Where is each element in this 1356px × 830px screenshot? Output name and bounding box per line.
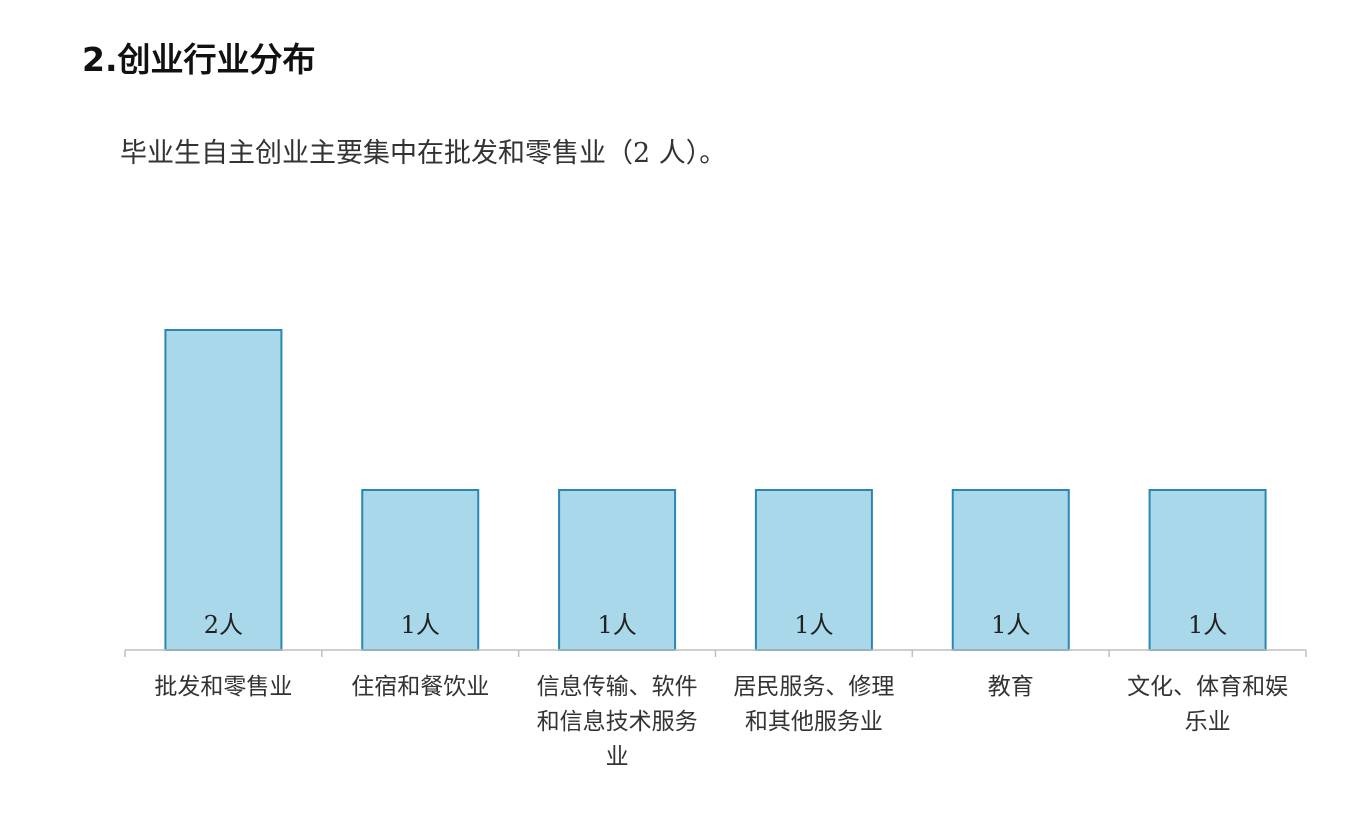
category-label: 居民服务、修理和其他服务业 [733,674,894,735]
bar [1148,489,1267,651]
data-label: 2人 [204,611,243,639]
category-label-line: 居民服务、修理 [733,674,894,700]
x-axis [124,649,1307,657]
data-label: 1人 [794,611,833,639]
category-label-line: 文化、体育和娱 [1127,674,1288,700]
category-label: 信息传输、软件和信息技术服务业 [537,674,698,770]
bars-layer [164,329,1267,651]
section-title: 2.创业行业分布 [82,40,316,79]
category-label: 文化、体育和娱乐业 [1127,674,1288,735]
bar [164,329,283,651]
category-label: 住宿和餐饮业 [351,674,489,700]
category-label-line: 信息传输、软件 [537,674,698,700]
data-label: 1人 [991,611,1030,639]
category-label-line: 乐业 [1185,709,1231,735]
category-label: 批发和零售业 [154,674,292,700]
category-label-line: 批发和零售业 [154,674,292,700]
bar [754,489,873,651]
category-label-line: 和其他服务业 [745,709,883,735]
category-label: 教育 [988,674,1034,700]
category-label-line: 和信息技术服务 [537,709,698,735]
bar [558,489,677,651]
intro-text: 毕业生自主创业主要集中在批发和零售业（2 人）。 [120,138,727,169]
category-label-line: 住宿和餐饮业 [351,674,489,700]
category-label-line: 教育 [988,674,1034,700]
category-label-line: 业 [606,744,629,770]
data-label: 1人 [401,611,440,639]
data-label: 1人 [1188,611,1227,639]
bar [951,489,1070,651]
data-label: 1人 [597,611,636,639]
